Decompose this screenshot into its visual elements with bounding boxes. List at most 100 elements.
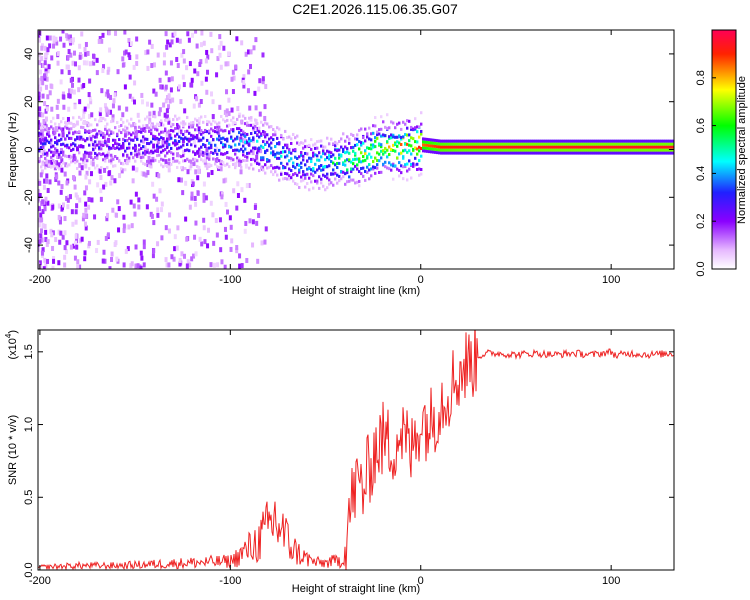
heatmap-cell: [176, 132, 179, 136]
heatmap-cell: [274, 170, 277, 174]
heatmap-cell: [43, 101, 47, 107]
heatmap-cell: [223, 226, 227, 232]
heatmap-cell: [194, 220, 198, 226]
heatmap-cell: [249, 116, 253, 122]
heatmap-cell: [506, 139, 509, 143]
heatmap-cell: [218, 138, 221, 142]
heatmap-cell: [490, 145, 493, 149]
heatmap-cell: [472, 151, 475, 155]
heatmap-cell: [414, 156, 417, 160]
heatmap-cell: [144, 152, 147, 156]
heatmap-cell: [664, 148, 667, 152]
heatmap-cell: [566, 142, 569, 146]
heatmap-cell: [56, 60, 60, 66]
heatmap-cell: [222, 45, 226, 51]
heatmap-cell: [224, 201, 228, 207]
heatmap-cell: [480, 145, 483, 149]
heatmap-cell: [276, 142, 279, 146]
heatmap-cell: [140, 156, 143, 160]
heatmap-cell: [159, 121, 163, 127]
heatmap-cell: [280, 150, 283, 154]
heatmap-cell: [101, 32, 105, 38]
heatmap-cell: [378, 128, 381, 132]
heatmap-cell: [184, 216, 188, 222]
heatmap-cell: [408, 167, 411, 171]
heatmap-cell: [140, 255, 144, 261]
heatmap-cell: [238, 142, 241, 146]
heatmap-cell: [616, 148, 619, 152]
heatmap-cell: [500, 148, 503, 152]
heatmap-cell: [44, 142, 47, 146]
heatmap-cell: [398, 168, 401, 172]
heatmap-cell: [110, 153, 113, 157]
heatmap-cell: [50, 155, 53, 159]
heatmap-cell: [600, 139, 603, 143]
heatmap-cell: [72, 122, 76, 128]
heatmap-cell: [44, 161, 48, 167]
heatmap-cell: [434, 150, 437, 154]
heatmap-cell: [378, 142, 381, 146]
heatmap-cell: [118, 129, 121, 133]
heatmap-cell: [380, 170, 383, 174]
heatmap-cell: [100, 38, 104, 44]
heatmap-cell: [183, 108, 187, 114]
heatmap-cell: [584, 142, 587, 146]
heatmap-cell: [334, 156, 337, 160]
heatmap-cell: [52, 258, 56, 264]
heatmap-cell: [270, 125, 273, 129]
heatmap-cell: [470, 145, 473, 149]
heatmap-cell: [420, 111, 423, 115]
heatmap-cell: [616, 139, 619, 143]
heatmap-cell: [442, 145, 445, 149]
colorbar-tick-label: 0.6: [695, 118, 707, 133]
heatmap-cell: [362, 155, 365, 159]
heatmap-cell: [648, 142, 651, 146]
heatmap-cell: [244, 147, 247, 151]
heatmap-cell: [106, 144, 109, 148]
heatmap-cell: [146, 162, 150, 168]
bottom-y-axis: 0.00.51.01.5: [23, 344, 674, 578]
heatmap-cell: [262, 146, 265, 150]
heatmap-cell: [540, 145, 543, 149]
heatmap-cell: [260, 166, 263, 170]
heatmap-cell: [64, 144, 67, 148]
heatmap-cell: [436, 139, 439, 143]
heatmap-cell: [456, 142, 459, 146]
heatmap-cell: [628, 139, 631, 143]
heatmap-cell: [490, 142, 493, 146]
heatmap-cell: [172, 123, 175, 127]
heatmap-cell: [294, 155, 297, 159]
heatmap-cell: [670, 139, 673, 143]
heatmap-cell: [458, 139, 461, 143]
heatmap-cell: [74, 143, 77, 147]
heatmap-cell: [376, 159, 379, 163]
heatmap-cell: [214, 130, 217, 134]
heatmap-cell: [396, 144, 399, 148]
heatmap-cell: [664, 145, 667, 149]
heatmap-cell: [57, 214, 61, 220]
heatmap-cell: [440, 142, 443, 146]
heatmap-cell: [48, 163, 51, 167]
heatmap-cell: [492, 139, 495, 143]
heatmap-cell: [70, 88, 74, 94]
heatmap-cell: [372, 160, 375, 164]
heatmap-cell: [486, 145, 489, 149]
heatmap-cell: [160, 157, 163, 161]
heatmap-cell: [658, 145, 661, 149]
heatmap-cell: [592, 151, 595, 155]
heatmap-cell: [99, 196, 103, 202]
heatmap-cell: [214, 157, 218, 163]
heatmap-cell: [252, 157, 255, 161]
heatmap-cell: [384, 160, 387, 164]
heatmap-cell: [100, 143, 103, 147]
heatmap-cell: [638, 148, 641, 152]
heatmap-cell: [148, 162, 152, 168]
heatmap-cell: [306, 172, 309, 176]
y-tick-label: -20: [23, 189, 35, 205]
heatmap-cell: [246, 123, 249, 127]
heatmap-cell: [226, 61, 230, 67]
heatmap-cell: [170, 39, 174, 45]
heatmap-cell: [46, 139, 49, 143]
heatmap-cell: [234, 143, 237, 147]
heatmap-cell: [40, 148, 44, 154]
